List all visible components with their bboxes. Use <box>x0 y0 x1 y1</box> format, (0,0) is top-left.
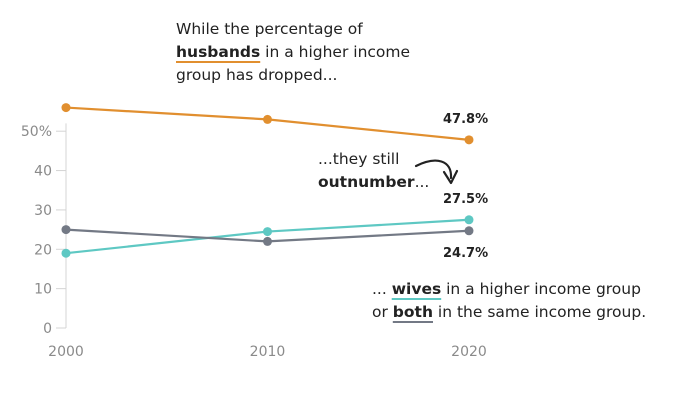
chart-axes: 0 10 20 30 40 50% 2000 2010 2020 <box>21 123 487 360</box>
x-tick-label: 2000 <box>48 344 84 360</box>
annotation-text: in a higher income <box>260 43 411 61</box>
y-tick-label: 10 <box>34 282 52 298</box>
wives-key: wives <box>391 280 442 298</box>
data-label-husbands: 47.8% <box>443 112 489 127</box>
annotation-text: ... <box>414 173 430 191</box>
both-key: both <box>392 303 433 321</box>
annotation-husbands-dropped: While the percentage of husbands in a hi… <box>176 18 410 87</box>
annotation-line: group has dropped... <box>176 66 338 84</box>
annotation-line: outnumber... <box>318 171 429 194</box>
y-tick-label: 20 <box>34 242 52 258</box>
data-point-husbands <box>61 103 71 113</box>
annotation-outnumber: ...they still outnumber... <box>318 148 429 194</box>
husbands-key: husbands <box>176 43 261 61</box>
x-tick-label: 2010 <box>250 344 286 360</box>
data-point-both <box>61 225 71 235</box>
outnumber-key: outnumber <box>318 173 415 191</box>
data-point-both <box>464 226 474 236</box>
annotation-text: in a higher income group <box>441 280 641 298</box>
arrowhead-icon <box>442 169 459 185</box>
data-point-wives <box>263 227 272 237</box>
annotation-line: husbands in a higher income <box>176 41 410 64</box>
data-point-both <box>263 236 272 246</box>
x-tick-label: 2020 <box>451 344 487 360</box>
data-label-wives: 27.5% <box>443 192 489 207</box>
data-point-husbands <box>464 135 474 145</box>
annotation-text: ... <box>372 280 392 298</box>
data-label-both: 24.7% <box>443 246 489 261</box>
data-point-husbands <box>263 114 272 124</box>
data-point-wives <box>464 215 474 225</box>
annotation-line: or both in the same income group. <box>372 301 646 324</box>
annotation-line: ... wives in a higher income group <box>372 278 646 301</box>
series-line-wives <box>65 218 470 255</box>
curved-arrow-icon <box>414 159 453 180</box>
y-tick-label: 0 <box>43 321 52 337</box>
annotation-wives-both: ... wives in a higher income group or bo… <box>372 278 646 324</box>
y-tick-label: 50% <box>21 124 52 140</box>
annotation-line: ...they still <box>318 150 400 168</box>
annotation-text: in the same income group. <box>433 303 647 321</box>
annotation-text: or <box>372 303 393 321</box>
annotation-line: While the percentage of <box>176 20 363 38</box>
chart-series <box>61 103 474 258</box>
data-point-wives <box>61 248 71 258</box>
y-tick-label: 40 <box>34 164 52 180</box>
y-tick-label: 30 <box>34 203 52 219</box>
